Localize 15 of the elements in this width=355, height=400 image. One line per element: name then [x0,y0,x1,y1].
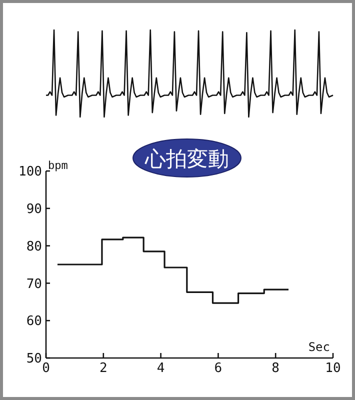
y-tick-label: 50 [26,352,42,367]
y-tick-label: 80 [26,239,42,254]
x-tick-label: 10 [325,361,341,376]
x-tick-label: 8 [272,361,280,376]
y-tick-label: 100 [18,164,42,180]
x-tick-label: 4 [156,361,165,376]
x-tick-label: 6 [214,361,222,376]
y-tick-label: 90 [26,202,42,217]
chart-title: 心拍変動 [144,147,229,171]
x-tick-label: 2 [99,361,108,376]
y-axis-title: bpm [48,159,68,172]
y-tick-label: 60 [26,314,42,330]
x-axis-title: Sec [308,340,330,354]
y-tick-label: 70 [26,276,42,292]
x-tick-label: 0 [42,361,50,376]
